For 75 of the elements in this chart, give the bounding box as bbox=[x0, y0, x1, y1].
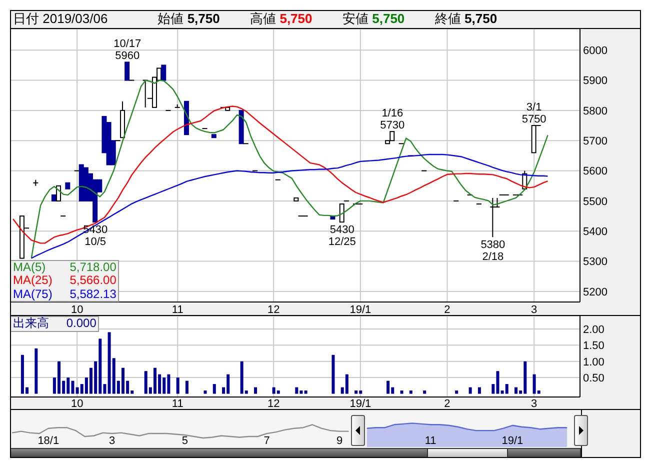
bar bbox=[176, 378, 180, 394]
y-tick-label: 1.50 bbox=[583, 340, 604, 352]
x-tick-label: 12 bbox=[267, 398, 280, 410]
annotation: 5430 12/25 bbox=[328, 224, 356, 248]
y-tick-label: 5600 bbox=[583, 166, 608, 178]
x-tick-label: 11 bbox=[424, 435, 436, 447]
candlestick bbox=[124, 62, 130, 81]
bar bbox=[386, 380, 390, 394]
text: 日付 2019/03/06 bbox=[13, 11, 108, 26]
y-tick-label: 5200 bbox=[583, 286, 608, 298]
y-tick-label: 2.00 bbox=[583, 324, 604, 336]
x-tick-label: 10 bbox=[70, 398, 84, 410]
bar bbox=[276, 390, 280, 394]
line-series bbox=[30, 154, 548, 259]
bar bbox=[204, 390, 207, 394]
x-tick-label: 3 bbox=[109, 435, 116, 447]
y-tick-label: 1.00 bbox=[583, 356, 604, 368]
annotation: 10/17 5960 bbox=[114, 38, 142, 62]
x-tick-label: 19/1 bbox=[350, 398, 372, 410]
x-tick-label: 11 bbox=[172, 304, 184, 316]
x-tick-label: 2 bbox=[444, 398, 450, 410]
x-tick-label: 2 bbox=[444, 304, 450, 316]
text: 出来高 0.000 bbox=[13, 316, 96, 330]
x-tick-label: 19/1 bbox=[350, 304, 372, 316]
annotation: 1/16 5730 bbox=[380, 108, 405, 132]
bar bbox=[400, 390, 404, 394]
y-tick-label: 5800 bbox=[583, 105, 608, 118]
bar bbox=[254, 387, 258, 394]
bar bbox=[304, 390, 308, 394]
y-tick-label: 5300 bbox=[583, 256, 608, 268]
bar bbox=[354, 390, 358, 394]
candlestick bbox=[161, 64, 166, 81]
x-tick-label: 19/1 bbox=[502, 435, 524, 447]
y-tick-label: 0.50 bbox=[583, 372, 604, 384]
bar bbox=[185, 380, 188, 394]
x-tick-label: 10 bbox=[70, 304, 84, 316]
bar bbox=[455, 390, 458, 394]
candlestick bbox=[490, 197, 496, 238]
x-tick-label: 9 bbox=[336, 435, 343, 447]
bar bbox=[478, 387, 481, 394]
x-tick-label: 12 bbox=[267, 304, 280, 316]
text: 終値 5,750 bbox=[434, 11, 498, 26]
bar bbox=[468, 387, 472, 394]
text: 安値 5,750 bbox=[342, 11, 405, 26]
y-tick-label: 6000 bbox=[583, 45, 608, 58]
y-tick-label: 5900 bbox=[583, 75, 608, 88]
y-tick-label: 5400 bbox=[583, 226, 608, 238]
x-tick-label: 11 bbox=[172, 398, 184, 410]
bar bbox=[505, 384, 508, 394]
candlestick bbox=[56, 185, 62, 202]
bar bbox=[295, 387, 298, 394]
y-tick-label: 5700 bbox=[583, 136, 608, 148]
text: 始値 5,750 bbox=[158, 11, 220, 26]
candlestick bbox=[339, 203, 344, 223]
x-tick-label: 18/1 bbox=[38, 435, 60, 447]
bar bbox=[345, 374, 348, 394]
x-tick-label: 3 bbox=[531, 398, 538, 410]
x-tick-label: 7 bbox=[264, 435, 270, 447]
bar bbox=[409, 390, 412, 394]
text: MA(5) 5,718.00 bbox=[13, 260, 116, 274]
bar bbox=[514, 387, 518, 394]
bar bbox=[34, 348, 38, 394]
text: 高値 5,750 bbox=[250, 11, 312, 26]
text: MA(75) 5,582.13 bbox=[13, 286, 116, 300]
candlestick bbox=[494, 197, 500, 208]
bar bbox=[423, 390, 426, 394]
bar bbox=[332, 354, 335, 394]
bar bbox=[212, 384, 216, 394]
text: MA(25) 5,566.00 bbox=[13, 273, 116, 287]
line-series bbox=[30, 80, 548, 259]
x-tick-label: 5 bbox=[182, 435, 188, 447]
annotation: 5380 2/18 bbox=[480, 239, 506, 264]
x-tick-label: 3 bbox=[531, 304, 538, 316]
y-tick-label: 5500 bbox=[583, 196, 608, 208]
annotation: 3/1 5750 bbox=[522, 102, 546, 126]
